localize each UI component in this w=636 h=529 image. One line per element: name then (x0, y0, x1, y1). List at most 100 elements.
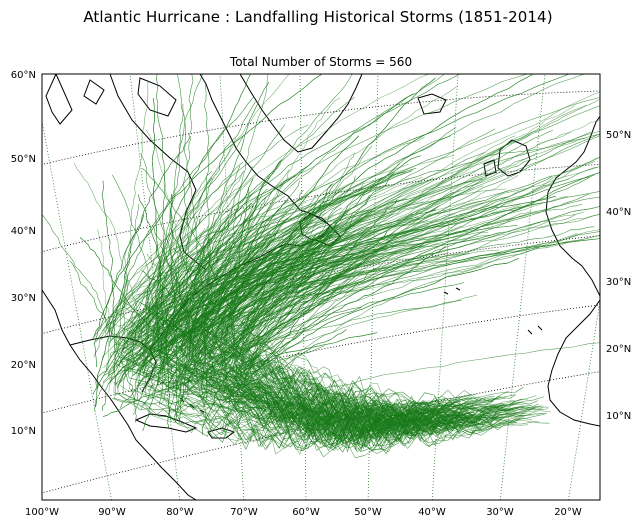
storm-track (207, 105, 600, 355)
lat-label-20n-right: 20°N (606, 344, 631, 355)
coast-iceland (417, 93, 447, 115)
parallels (30, 20, 636, 494)
storm-track (191, 232, 500, 439)
storm-track (240, 172, 508, 286)
lat-label-10n-right: 10°N (606, 411, 631, 422)
lon-label-30w: 30°W (486, 507, 514, 518)
storm-track (94, 136, 191, 367)
storm-track (235, 152, 355, 343)
storm-track (166, 238, 328, 371)
storm-track (110, 163, 281, 358)
storm-track (209, 251, 464, 395)
lon-label-50w: 50°W (354, 507, 382, 518)
storm-track (138, 194, 182, 424)
storm-track (168, 218, 326, 343)
storm-track (153, 240, 221, 360)
storm-track (131, 74, 251, 367)
storm-track (175, 345, 325, 417)
storm-track (240, 226, 370, 326)
lat-label-50n-left: 50°N (11, 154, 36, 165)
storm-track (119, 254, 268, 372)
storm-track (307, 153, 537, 269)
lat-label-50n-right: 50°N (606, 130, 631, 141)
storm-track (310, 214, 576, 269)
storm-track (286, 203, 521, 288)
coast-africa (547, 299, 600, 427)
storm-track (245, 258, 368, 354)
storm-track (131, 291, 211, 365)
storm-track (132, 74, 446, 415)
storm-track (203, 74, 269, 408)
storm-track (162, 217, 289, 370)
lon-label-80w: 80°W (166, 507, 194, 518)
storm-track (117, 203, 139, 352)
coast-azores (443, 287, 461, 295)
coast-arctic-islands (45, 74, 177, 125)
storm-track (232, 246, 447, 380)
lon-label-60w: 60°W (292, 507, 320, 518)
meridian-20w (568, 298, 600, 500)
coast-north-america (42, 289, 197, 500)
storm-track (169, 394, 523, 452)
storm-track (195, 267, 299, 368)
storm-track (179, 279, 270, 339)
parallel-60n (30, 20, 636, 70)
storm-track (130, 253, 212, 336)
lat-label-30n-left: 30°N (11, 293, 36, 304)
coast-greenland (239, 74, 363, 153)
storm-track (208, 211, 372, 355)
storm-track (128, 218, 201, 336)
storm-track (123, 135, 244, 346)
storm-track (92, 133, 600, 339)
storm-track (117, 74, 461, 347)
storm-track (142, 178, 254, 371)
storm-track (231, 298, 329, 356)
storm-track (179, 180, 300, 351)
storm-track (100, 193, 253, 341)
storm-track (109, 261, 189, 343)
storm-track (42, 214, 110, 332)
map-subtitle: Total Number of Storms = 560 (229, 55, 413, 69)
lon-label-90w: 90°W (98, 507, 126, 518)
storm-track (241, 329, 347, 389)
storm-track (140, 153, 207, 420)
storm-track (102, 226, 209, 332)
storm-track (122, 206, 477, 453)
storm-track (151, 98, 170, 429)
storm-track (195, 256, 329, 356)
storm-track (142, 93, 414, 376)
storm-track (96, 74, 571, 390)
storm-track (221, 243, 313, 359)
storm-track (225, 373, 449, 448)
storm-track (96, 74, 571, 390)
storm-track (180, 275, 296, 354)
storm-track (132, 259, 256, 377)
meridian-90w (42, 118, 112, 500)
storm-track (235, 202, 485, 268)
storm-track (234, 196, 510, 294)
storm-track (317, 203, 583, 261)
coast-labrador (199, 74, 301, 211)
meridian-60w (299, 74, 307, 500)
storm-track (112, 398, 494, 446)
meridians (42, 74, 600, 500)
storm-track (201, 207, 376, 435)
storm-track (316, 194, 590, 300)
lat-label-40n-left: 40°N (11, 226, 36, 237)
storm-track (243, 202, 544, 288)
storm-track (172, 311, 242, 389)
bottom-lon-labels: 100°W 90°W 80°W 70°W 60°W 50°W 40°W 30°W… (25, 507, 582, 518)
storm-track (96, 74, 528, 342)
storm-track (238, 280, 313, 390)
storm-track (138, 253, 286, 372)
storm-track (169, 270, 256, 383)
storm-track (101, 204, 268, 361)
storm-track (176, 214, 600, 405)
storm-track (278, 105, 587, 269)
storm-track (282, 226, 595, 289)
storm-track (194, 283, 296, 355)
storm-track (175, 238, 385, 362)
storm-track (224, 325, 549, 421)
lon-label-70w: 70°W (230, 507, 258, 518)
